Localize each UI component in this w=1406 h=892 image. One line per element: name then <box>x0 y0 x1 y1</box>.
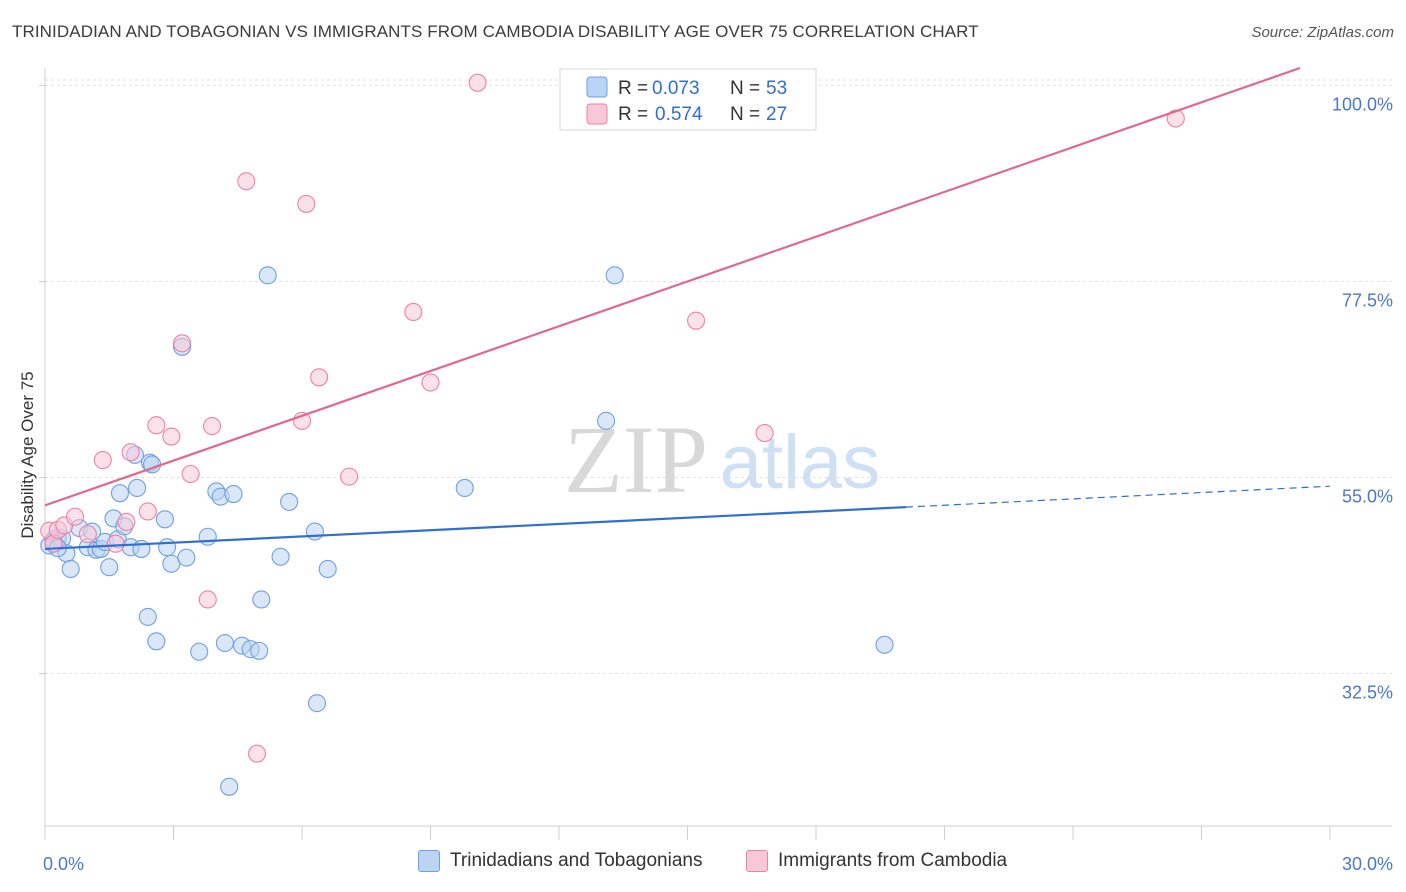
point-cambodia <box>93 451 112 470</box>
legend-swatch-blue <box>586 76 608 98</box>
point-trinidadians <box>155 510 174 529</box>
legend-swatch-pink <box>586 103 608 125</box>
point-cambodia <box>198 590 217 609</box>
y-tick-label: 100.0% <box>1332 94 1393 114</box>
legend-label-cambodia: Immigrants from Cambodia <box>778 850 1008 871</box>
legend-r-value-1: 0.073 <box>652 78 700 99</box>
legend-swatch-cambodia <box>746 850 768 872</box>
point-trinidadians <box>307 694 327 713</box>
stats-legend: R = 0.073 N = 53 R = 0.574 N = 27 <box>559 68 817 131</box>
legend-swatch-trinidadians <box>418 850 440 872</box>
point-trinidadians <box>110 484 130 503</box>
legend-item-trinidadians: Trinidadians and Tobagonians <box>418 850 702 872</box>
legend-item-cambodia: Immigrants from Cambodia <box>746 850 1007 872</box>
trend-line-trinidadians-extension <box>905 485 1331 508</box>
point-cambodia <box>121 443 140 462</box>
watermark-atlas: atlas <box>720 420 881 505</box>
y-tick-label: 77.5% <box>1342 290 1393 310</box>
legend-n-label-1: N = <box>730 78 760 99</box>
point-cambodia <box>404 302 423 322</box>
point-trinidadians <box>318 559 337 579</box>
point-trinidadians <box>250 641 269 660</box>
point-trinidadians <box>128 478 147 497</box>
point-trinidadians <box>100 558 119 577</box>
series-legend: Trinidadians and Tobagonians Immigrants … <box>0 850 1406 880</box>
point-trinidadians <box>61 559 80 579</box>
point-cambodia <box>181 464 200 484</box>
point-trinidadians <box>147 632 166 651</box>
point-trinidadians <box>605 266 624 285</box>
legend-r-label-2: R = <box>618 104 648 125</box>
point-trinidadians <box>252 590 271 609</box>
legend-r-label-1: R = <box>618 78 648 99</box>
point-trinidadians <box>138 607 157 626</box>
point-cambodia <box>117 512 136 531</box>
point-trinidadians <box>875 635 894 654</box>
point-trinidadians <box>198 527 217 546</box>
axes <box>39 68 1392 840</box>
point-cambodia <box>106 534 125 553</box>
point-cambodia <box>78 525 97 544</box>
point-cambodia <box>421 373 440 392</box>
point-trinidadians <box>220 777 239 796</box>
point-trinidadians <box>280 492 299 511</box>
point-trinidadians <box>158 538 177 557</box>
legend-n-value-2: 27 <box>766 104 787 125</box>
point-cambodia <box>340 467 359 486</box>
point-trinidadians <box>271 547 290 566</box>
point-cambodia <box>203 417 222 436</box>
point-trinidadians <box>190 642 209 661</box>
legend-r-value-2: 0.574 <box>655 104 703 125</box>
point-cambodia <box>1166 109 1185 128</box>
point-trinidadians <box>224 484 243 504</box>
y-tick-labels: 32.5% 55.0% 77.5% 100.0% <box>1332 94 1393 702</box>
trend-line-trinidadians <box>44 506 907 551</box>
gridlines <box>45 79 1392 675</box>
trend-lines <box>44 66 1331 551</box>
point-cambodia <box>138 502 157 521</box>
x-tick-label-min: 0.0% <box>43 854 84 874</box>
point-cambodia <box>147 416 166 435</box>
x-tick-labels: 0.0% 30.0% <box>43 854 1393 874</box>
x-tick-label-max: 30.0% <box>1342 854 1393 874</box>
point-trinidadians <box>305 522 324 541</box>
point-trinidadians <box>215 633 234 653</box>
point-cambodia <box>297 194 316 213</box>
point-cambodia <box>162 427 181 446</box>
point-cambodia <box>755 424 774 443</box>
point-cambodia <box>237 172 256 191</box>
point-cambodia <box>468 73 487 92</box>
data-points <box>40 73 1185 796</box>
legend-label-trinidadians: Trinidadians and Tobagonians <box>450 850 703 871</box>
legend-n-label-2: N = <box>730 104 760 125</box>
y-tick-label: 55.0% <box>1342 486 1393 506</box>
source-label: Source: ZipAtlas.com <box>1251 24 1394 41</box>
point-trinidadians <box>177 548 196 567</box>
point-trinidadians <box>455 478 474 497</box>
point-cambodia <box>173 334 192 353</box>
trend-line-cambodia <box>44 66 1301 507</box>
chart-title: TRINIDADIAN AND TOBAGONIAN VS IMMIGRANTS… <box>12 22 979 41</box>
watermark: ZIP atlas <box>564 406 880 513</box>
point-trinidadians <box>597 411 616 430</box>
point-trinidadians <box>258 266 277 285</box>
point-cambodia <box>247 744 267 763</box>
point-cambodia <box>687 311 706 330</box>
y-axis-label: Disability Age Over 75 <box>18 371 37 538</box>
point-cambodia <box>65 507 85 526</box>
point-cambodia <box>310 368 329 387</box>
watermark-zip: ZIP <box>564 406 708 513</box>
y-tick-label: 32.5% <box>1342 683 1393 703</box>
legend-n-value-1: 53 <box>766 78 787 99</box>
